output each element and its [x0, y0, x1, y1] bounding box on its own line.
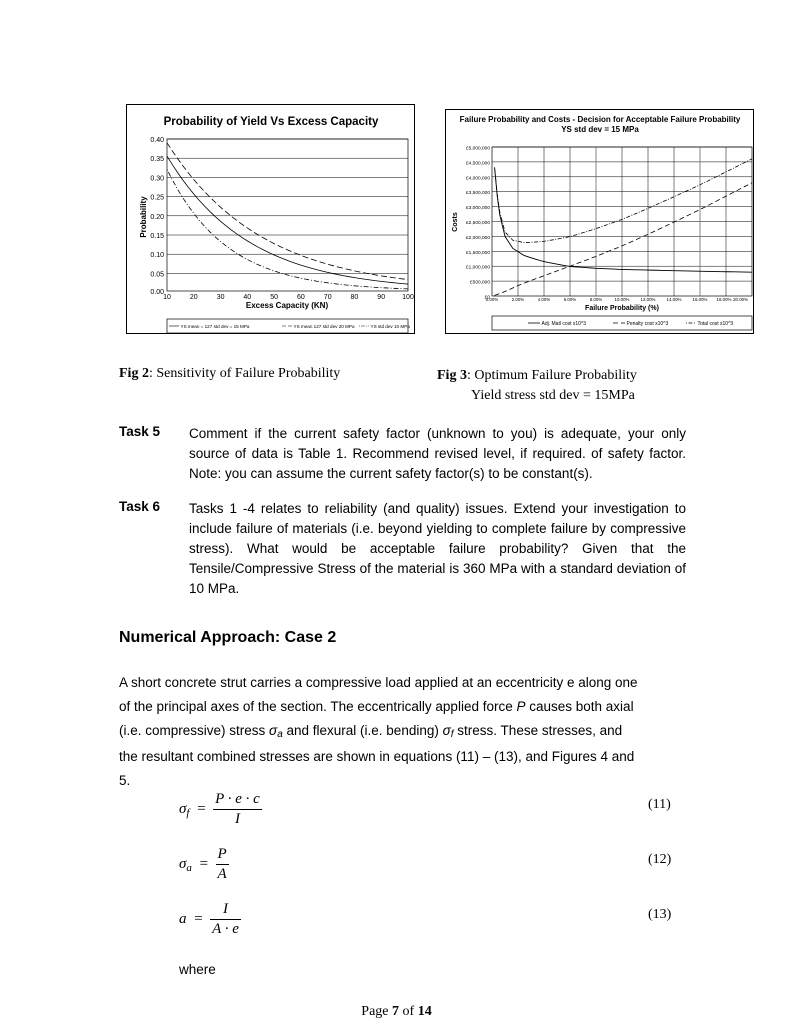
- svg-text:Excess Capacity (KN): Excess Capacity (KN): [246, 301, 329, 310]
- svg-text:50: 50: [270, 294, 278, 301]
- svg-text:90: 90: [377, 294, 385, 301]
- svg-text:0.40: 0.40: [150, 137, 164, 144]
- svg-text:Probability of Yield Vs Excess: Probability of Yield Vs Excess Capacity: [164, 116, 379, 128]
- svg-text:Costs: Costs: [452, 212, 459, 232]
- svg-text:YS std dev = 15 MPa: YS std dev = 15 MPa: [561, 125, 639, 134]
- svg-text:Total cost x10^3: Total cost x10^3: [698, 321, 734, 327]
- svg-text:Failure Probability and Costs: Failure Probability and Costs - Decision…: [460, 115, 741, 124]
- svg-text:£1,000,000: £1,000,000: [466, 265, 490, 271]
- svg-text:YS mean = 127 std dev = 15 MPa: YS mean = 127 std dev = 15 MPa: [181, 324, 250, 329]
- svg-text:8.00%: 8.00%: [590, 297, 603, 302]
- svg-text:40: 40: [243, 294, 251, 301]
- svg-text:10.00%: 10.00%: [615, 297, 630, 302]
- svg-text:20: 20: [190, 294, 198, 301]
- svg-text:4.00%: 4.00%: [538, 297, 551, 302]
- svg-text:YS mean 127 std dev 20 MPa: YS mean 127 std dev 20 MPa: [294, 324, 355, 329]
- svg-text:30: 30: [217, 294, 225, 301]
- svg-text:£3,500,000: £3,500,000: [466, 190, 490, 196]
- svg-text:0.15: 0.15: [150, 233, 164, 240]
- svg-text:6.00%: 6.00%: [564, 297, 577, 302]
- svg-text:YS std dev 10 MPa: YS std dev 10 MPa: [371, 324, 411, 329]
- svg-text:0.25: 0.25: [150, 195, 164, 202]
- svg-text:Probability: Probability: [139, 196, 148, 238]
- svg-text:20.00%: 20.00%: [733, 297, 748, 302]
- svg-text:70: 70: [324, 294, 332, 301]
- svg-text:£3,000,000: £3,000,000: [466, 205, 490, 211]
- svg-text:16.00%: 16.00%: [693, 297, 708, 302]
- svg-text:0.35: 0.35: [150, 156, 164, 163]
- svg-text:0.05: 0.05: [150, 271, 164, 278]
- svg-text:£500,000: £500,000: [470, 280, 490, 286]
- svg-text:14.00%: 14.00%: [667, 297, 682, 302]
- svg-text:0.00: 0.00: [150, 289, 164, 296]
- svg-text:£5,000,000: £5,000,000: [466, 146, 490, 152]
- svg-text:0.10: 0.10: [150, 252, 164, 259]
- svg-text:0.30: 0.30: [150, 175, 164, 182]
- svg-text:£2,500,000: £2,500,000: [466, 220, 490, 226]
- svg-text:£2,000,000: £2,000,000: [466, 235, 490, 241]
- svg-text:10: 10: [163, 294, 171, 301]
- svg-text:100: 100: [402, 294, 414, 301]
- svg-text:£4,500,000: £4,500,000: [466, 160, 490, 166]
- svg-text:80: 80: [351, 294, 359, 301]
- svg-text:2.00%: 2.00%: [512, 297, 525, 302]
- svg-text:12.00%: 12.00%: [641, 297, 656, 302]
- svg-text:Adj. Matl cost x10^3: Adj. Matl cost x10^3: [542, 321, 587, 327]
- svg-text:£1,500,000: £1,500,000: [466, 250, 490, 256]
- svg-text:60: 60: [297, 294, 305, 301]
- svg-text:0.20: 0.20: [150, 214, 164, 221]
- svg-text:0.00%: 0.00%: [486, 297, 499, 302]
- svg-text:Failure Probability (%): Failure Probability (%): [585, 305, 659, 312]
- svg-text:18.00%: 18.00%: [717, 297, 732, 302]
- svg-text:Penalty cost x10^3: Penalty cost x10^3: [627, 321, 669, 327]
- svg-text:£4,000,000: £4,000,000: [466, 175, 490, 181]
